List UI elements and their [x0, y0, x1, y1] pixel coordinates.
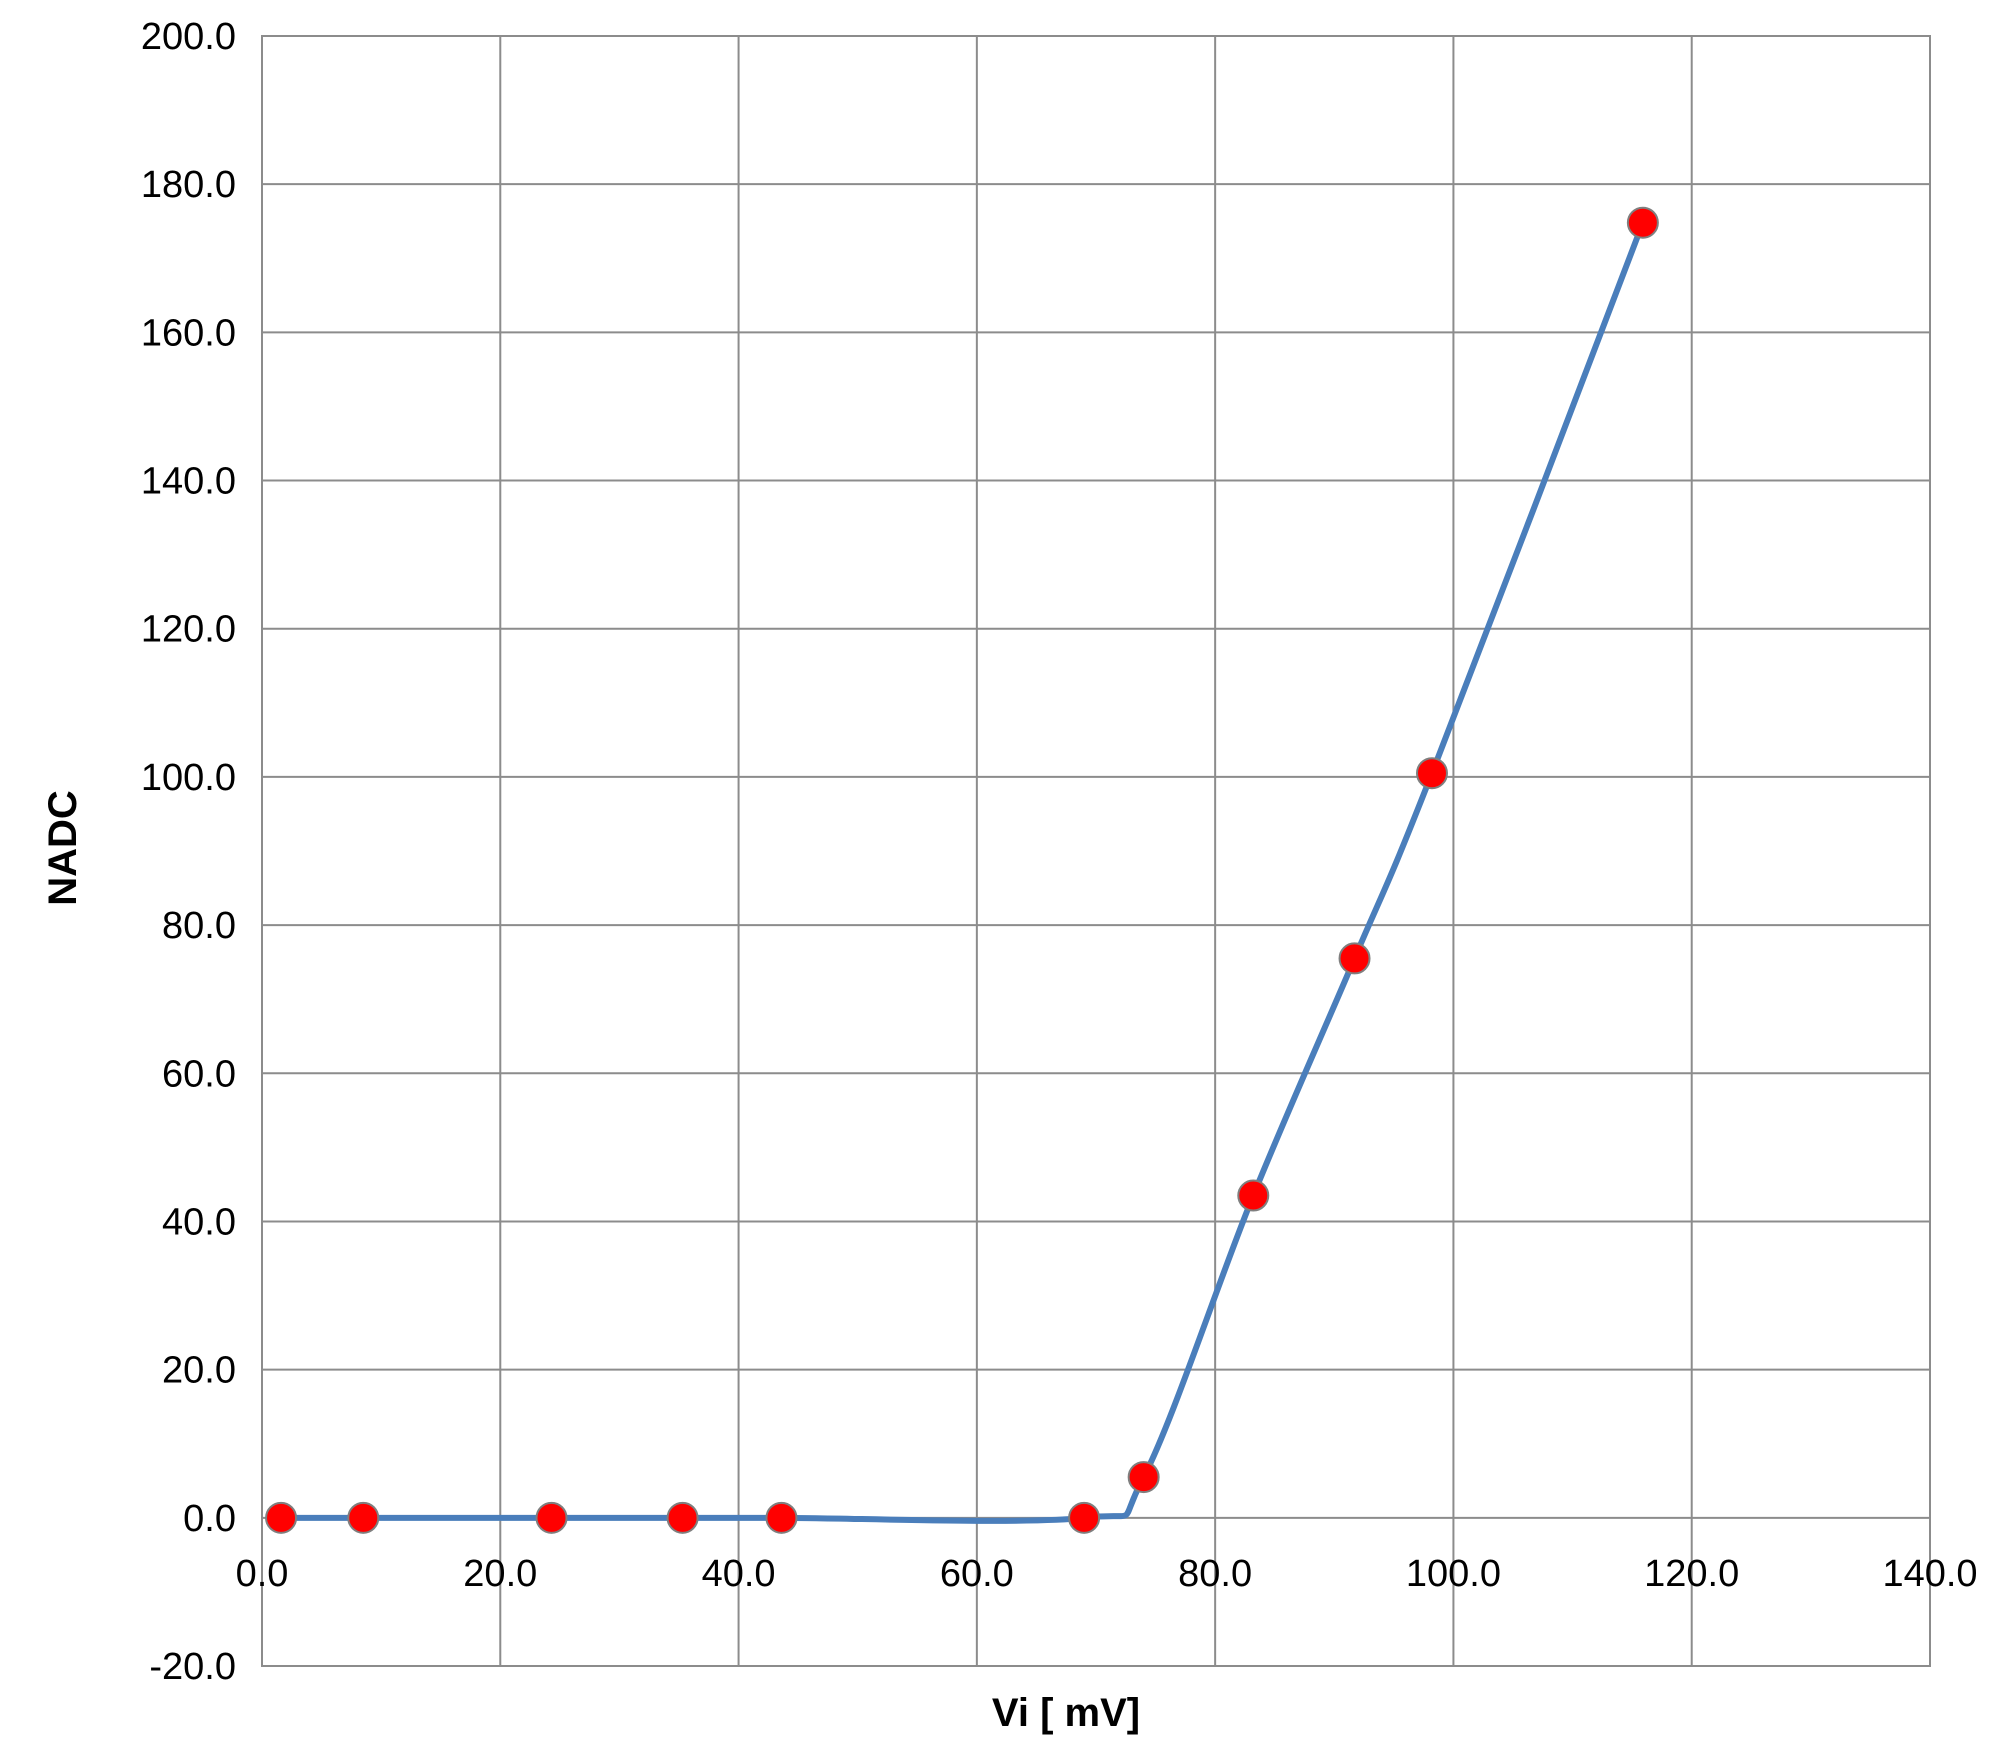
y-tick-label: 0.0 — [183, 1498, 236, 1540]
y-tick-label: 80.0 — [162, 905, 236, 947]
series-line — [278, 219, 1646, 1524]
data-point — [765, 1501, 798, 1534]
y-axis-ticks: -20.0 0.0 20.0 40.0 60.0 80.0 100.0 120.0 140.0 1… — [141, 16, 236, 1688]
y-tick-label: 160.0 — [141, 312, 236, 354]
y-tick-label: -20.0 — [149, 1646, 236, 1688]
y-tick-label: 40.0 — [162, 1201, 236, 1243]
y-tick-label: 20.0 — [162, 1350, 236, 1392]
y-axis-title: NADC — [41, 790, 85, 906]
x-tick-label: 80.0 — [1178, 1553, 1252, 1595]
data-point — [1068, 1501, 1101, 1534]
x-tick-label: 0.0 — [236, 1553, 289, 1595]
y-tick-label: 120.0 — [141, 609, 236, 651]
x-tick-label: 20.0 — [463, 1553, 537, 1595]
data-point — [1415, 757, 1448, 790]
data-point — [1338, 942, 1371, 975]
y-tick-label: 180.0 — [141, 164, 236, 206]
data-point — [1127, 1461, 1160, 1494]
y-tick-label: 140.0 — [141, 461, 236, 503]
data-point — [535, 1501, 568, 1534]
x-axis-ticks: 0.0 20.0 40.0 60.0 80.0 100.0 120.0 140.0 — [236, 1553, 1978, 1595]
x-axis-title: Vi [ mV] — [992, 1691, 1140, 1735]
x-tick-label: 120.0 — [1644, 1553, 1739, 1595]
data-point — [1626, 206, 1659, 239]
data-point — [347, 1501, 380, 1534]
x-tick-label: 40.0 — [702, 1553, 776, 1595]
x-tick-label: 100.0 — [1406, 1553, 1501, 1595]
plot-area — [261, 35, 1931, 1667]
data-point — [1237, 1179, 1270, 1212]
y-tick-label: 200.0 — [141, 16, 236, 58]
x-tick-label: 140.0 — [1882, 1553, 1977, 1595]
y-tick-label: 100.0 — [141, 757, 236, 799]
series-points — [265, 206, 1659, 1534]
grid — [261, 35, 1931, 1667]
data-point — [265, 1501, 298, 1534]
x-tick-label: 60.0 — [940, 1553, 1014, 1595]
y-tick-label: 60.0 — [162, 1053, 236, 1095]
data-point — [666, 1501, 699, 1534]
